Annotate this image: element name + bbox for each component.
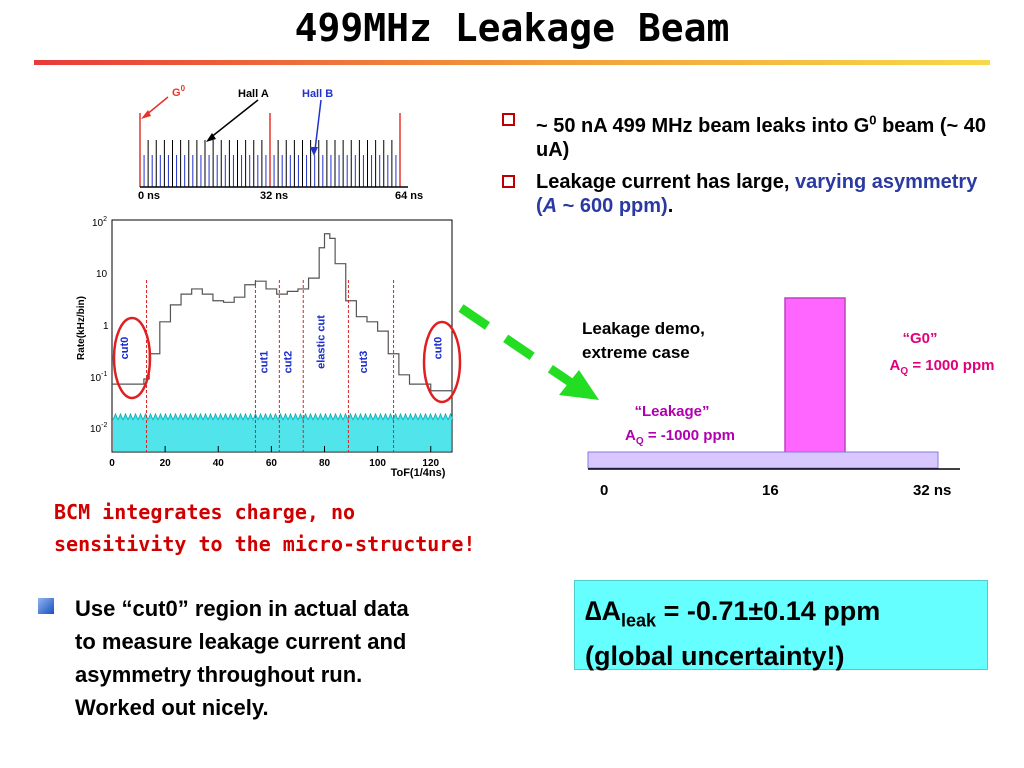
hall-a-arrow-head (206, 133, 216, 142)
demo-tick-32: 32 ns (913, 482, 951, 499)
bottom-bullet: Use “cut0” region in actual data to meas… (38, 592, 518, 724)
pulse-train (139, 113, 401, 187)
bottom-bullet-text: Use “cut0” region in actual data to meas… (75, 596, 409, 720)
title-underline (34, 60, 990, 65)
green-dashed-arrow (458, 304, 599, 400)
bullet-asymmetry: Leakage current has large, varying asymm… (498, 170, 988, 218)
bullet-cube-icon (38, 598, 54, 614)
x-tick-label: 80 (319, 458, 331, 469)
arrow-head-icon (559, 370, 599, 400)
x-axis-label: ToF(1/4ns) (391, 467, 446, 479)
y-axis-label: Rate(kHz/bin) (76, 296, 87, 360)
bcm-note: BCM integrates charge, no sensitivity to… (54, 496, 534, 560)
x-tick-label: 60 (266, 458, 278, 469)
bullet-square-icon (502, 113, 515, 126)
demo-tick-16: 16 (762, 482, 779, 499)
leakage-fill (113, 419, 451, 451)
bullet-leak: ~ 50 nA 499 MHz beam leaks into G0 beam … (498, 108, 988, 162)
leakage-asymmetry: AQ = -1000 ppm (625, 427, 735, 447)
cut-label: cut3 (358, 351, 370, 374)
cut-label: cut1 (258, 351, 270, 374)
y-tick-10: 10 (96, 269, 108, 280)
g0-pulse (784, 297, 846, 467)
bullet-text: Leakage current has large, varying asymm… (536, 170, 978, 217)
hall-b-arrow (314, 99, 322, 151)
hall-a-label: Hall A (238, 88, 269, 100)
bullet-square-icon (502, 174, 515, 188)
note-line-2: sensitivity to the micro-structure! (54, 532, 476, 556)
y-tick-100: 102 (92, 216, 107, 229)
timing-tick-64: 64 ns (395, 190, 423, 202)
x-tick-label: 0 (109, 458, 115, 469)
hall-b-label: Hall B (302, 88, 333, 100)
cut-label: cut0 (119, 337, 131, 360)
y-tick-1: 1 (103, 321, 109, 332)
cut-lines (146, 280, 395, 452)
x-tick-label: 40 (213, 458, 225, 469)
timing-diagram: G0 Hall A Hall B 0 ns 32 ns 64 ns (138, 84, 423, 202)
x-ticks: 0 20 40 60 80 100 120 (109, 446, 440, 469)
cut-label: cut0 (432, 337, 444, 360)
cut0-left-circle (112, 316, 152, 400)
result-box: ∆Aleak = -0.71±0.14 ppm (global uncertai… (574, 580, 988, 671)
x-tick-label: 120 (422, 458, 439, 469)
y-tick-0.1: 10-1 (90, 371, 107, 384)
bullet-list: ~ 50 nA 499 MHz beam leaks into G0 beam … (498, 108, 988, 226)
y-tick-0.01: 10-2 (90, 422, 107, 435)
g0-asymmetry: AQ = 1000 ppm (890, 357, 995, 377)
tof-histogram: 102 10 1 10-1 10-2 0 20 40 60 80 100 120 Rate(… (76, 216, 462, 479)
g0-label: G0 (172, 84, 186, 99)
bullet-text: ~ 50 nA 499 MHz beam leaks into G0 beam … (536, 112, 987, 161)
demo-tick-0: 0 (600, 482, 608, 499)
slide-title: 499MHz Leakage Beam (294, 6, 730, 50)
cut0-right-circle (422, 320, 462, 404)
caption-line-1: Leakage demo, (582, 319, 705, 338)
leakage-demo-caption: Leakage demo, extreme case (582, 317, 705, 365)
cut-labels: cut0 cut1 cut2 elastic cut cut3 cut0 (119, 315, 444, 374)
timing-tick-32: 32 ns (260, 190, 288, 202)
timing-tick-0: 0 ns (138, 190, 160, 202)
leakage-demo-plot: 0 16 32 ns “G0” AQ = 1000 ppm “Leakage” … (587, 297, 995, 499)
hall-b-arrow-head (310, 147, 318, 156)
leakage-ripple (112, 412, 454, 421)
g0-arrow-head (141, 110, 151, 119)
leakage-band (112, 412, 454, 451)
arrow-shaft (458, 304, 573, 386)
y-ticks: 102 10 1 10-1 10-2 (90, 216, 109, 435)
leakage-label: “Leakage” (634, 403, 709, 420)
g0-pulse-label: “G0” (902, 330, 937, 347)
note-line-1: BCM integrates charge, no (54, 500, 356, 524)
x-tick-label: 20 (160, 458, 172, 469)
cut-label: cut2 (282, 351, 294, 374)
g0-arrow (145, 96, 169, 116)
result-line-2: (global uncertainty!) (585, 641, 845, 672)
tof-spectrum-line (112, 233, 453, 395)
hall-a-arrow (209, 99, 259, 139)
x-tick-label: 100 (369, 458, 386, 469)
cut-label: elastic cut (316, 315, 328, 369)
caption-line-2: extreme case (582, 343, 690, 362)
result-line-1: ∆Aleak = -0.71±0.14 ppm (585, 596, 881, 631)
leakage-band (587, 451, 939, 469)
